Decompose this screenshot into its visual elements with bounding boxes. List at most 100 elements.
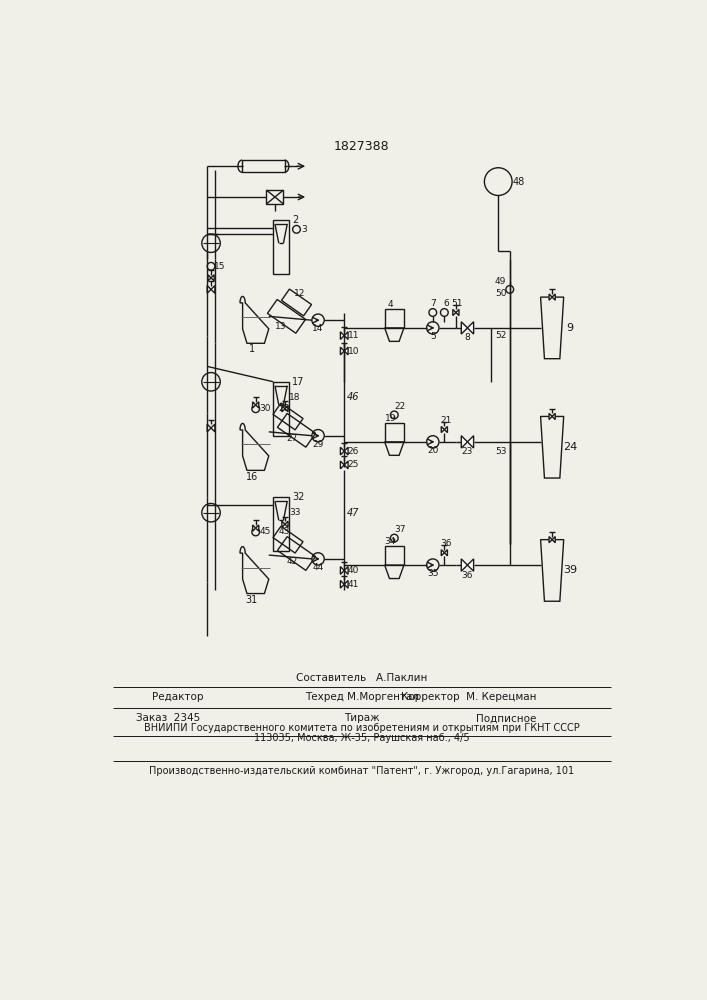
Polygon shape (461, 322, 467, 334)
Text: 53: 53 (495, 447, 506, 456)
Text: Подписное: Подписное (477, 713, 537, 723)
Text: 34: 34 (385, 537, 396, 546)
Text: 52: 52 (495, 331, 506, 340)
Text: 24: 24 (563, 442, 577, 452)
Text: 12: 12 (294, 289, 305, 298)
Polygon shape (467, 436, 474, 448)
Text: 21: 21 (440, 416, 452, 425)
Text: 22: 22 (395, 402, 406, 411)
Polygon shape (282, 406, 285, 412)
Text: 1827388: 1827388 (334, 140, 390, 153)
Text: 4: 4 (387, 300, 393, 309)
Text: 49: 49 (495, 277, 506, 286)
Text: 47: 47 (347, 508, 360, 518)
Polygon shape (461, 436, 467, 448)
Polygon shape (340, 332, 344, 339)
Polygon shape (552, 294, 555, 300)
Polygon shape (441, 426, 444, 433)
Text: 39: 39 (563, 565, 577, 575)
Polygon shape (208, 275, 211, 281)
Polygon shape (344, 447, 348, 455)
Text: 7: 7 (430, 299, 436, 308)
Text: 8: 8 (464, 333, 470, 342)
Polygon shape (452, 309, 456, 316)
Text: 41: 41 (348, 580, 359, 589)
Polygon shape (252, 402, 256, 408)
Text: 5: 5 (430, 332, 436, 341)
Text: 43: 43 (279, 527, 290, 536)
Polygon shape (285, 406, 288, 412)
Polygon shape (340, 461, 344, 469)
Text: 28: 28 (279, 404, 290, 413)
Bar (274, 382, 288, 436)
Text: Техред М.Моргентал: Техред М.Моргентал (305, 692, 419, 702)
Polygon shape (256, 402, 259, 408)
Polygon shape (552, 537, 555, 543)
Bar (385, 423, 404, 442)
Text: 1: 1 (249, 344, 255, 354)
Text: 2: 2 (292, 215, 298, 225)
Text: 40: 40 (348, 566, 359, 575)
Text: 45: 45 (259, 527, 271, 536)
Text: 16: 16 (246, 472, 258, 482)
Polygon shape (282, 521, 285, 527)
Text: 18: 18 (289, 393, 300, 402)
Polygon shape (549, 537, 552, 543)
Text: 6: 6 (443, 299, 449, 308)
Polygon shape (444, 426, 448, 433)
Bar (243, 160, 285, 172)
Text: 29: 29 (312, 440, 324, 449)
Text: 36: 36 (440, 539, 452, 548)
Bar (385, 309, 404, 328)
Text: 15: 15 (214, 262, 226, 271)
Polygon shape (461, 559, 467, 571)
Text: Редактор: Редактор (152, 692, 203, 702)
Text: 48: 48 (512, 177, 525, 187)
Text: ВНИИПИ Государственного комитета по изобретениям и открытиям при ГКНТ СССР: ВНИИПИ Государственного комитета по изоб… (144, 723, 580, 733)
Polygon shape (211, 286, 215, 293)
Polygon shape (340, 567, 344, 574)
Text: 25: 25 (348, 460, 359, 469)
Polygon shape (344, 347, 348, 355)
Polygon shape (552, 413, 555, 420)
Polygon shape (207, 424, 211, 432)
Polygon shape (467, 559, 474, 571)
Polygon shape (549, 413, 552, 420)
Text: 3: 3 (301, 225, 307, 234)
Text: 27: 27 (286, 434, 298, 443)
Text: 113035, Москва, Ж-35, Раушская наб., 4/5: 113035, Москва, Ж-35, Раушская наб., 4/5 (254, 733, 469, 743)
Polygon shape (340, 580, 344, 588)
Polygon shape (344, 461, 348, 469)
Text: 36: 36 (462, 571, 473, 580)
Polygon shape (211, 275, 214, 281)
Bar (267, 190, 284, 204)
Polygon shape (456, 309, 459, 316)
Text: 17: 17 (292, 377, 304, 387)
Text: Заказ  2345: Заказ 2345 (136, 713, 201, 723)
Polygon shape (344, 580, 348, 588)
Text: 31: 31 (246, 595, 258, 605)
Polygon shape (252, 525, 256, 531)
Text: 19: 19 (385, 414, 396, 423)
Bar (385, 546, 404, 565)
Text: 32: 32 (292, 492, 304, 502)
Polygon shape (211, 424, 215, 432)
Text: 51: 51 (452, 299, 463, 308)
Polygon shape (285, 521, 288, 527)
Text: 14: 14 (312, 324, 324, 333)
Polygon shape (549, 294, 552, 300)
Text: 20: 20 (427, 446, 438, 455)
Text: 50: 50 (495, 289, 506, 298)
Text: 44: 44 (312, 563, 324, 572)
Polygon shape (344, 567, 348, 574)
Text: 35: 35 (427, 569, 438, 578)
Text: 37: 37 (395, 525, 407, 534)
Text: 10: 10 (348, 347, 359, 356)
Polygon shape (444, 550, 448, 556)
Text: 9: 9 (566, 323, 573, 333)
Text: 26: 26 (348, 447, 359, 456)
Text: Производственно-издательский комбинат "Патент", г. Ужгород, ул.Гагарина, 101: Производственно-издательский комбинат "П… (149, 766, 575, 776)
Text: 33: 33 (289, 508, 300, 517)
Polygon shape (344, 332, 348, 339)
Text: 23: 23 (462, 447, 473, 456)
